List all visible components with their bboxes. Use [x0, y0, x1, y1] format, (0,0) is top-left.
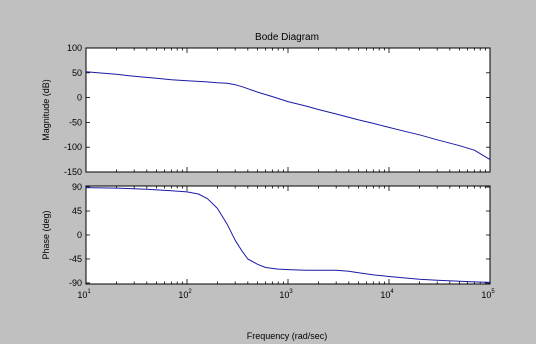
chart-title: Bode Diagram	[255, 32, 319, 43]
frequency-axis-label: Frequency (rad/sec)	[247, 331, 328, 341]
x-tick-label: 103	[279, 289, 293, 300]
y-tick-label: -150	[64, 167, 82, 177]
x-tick-base: 10	[380, 290, 390, 300]
x-tick-label: 101	[77, 289, 91, 300]
magnitude-plot-area	[85, 47, 491, 173]
x-tick-exponent: 1	[87, 289, 91, 295]
y-tick-label: 100	[67, 43, 82, 53]
x-tick-label: 104	[380, 289, 394, 300]
x-tick-base: 10	[481, 290, 491, 300]
x-tick-exponent: 5	[491, 289, 495, 295]
phase-plot-area	[85, 185, 491, 285]
tick-marks	[85, 47, 491, 284]
y-tick-label: 0	[77, 230, 82, 240]
x-tick-base: 10	[77, 290, 87, 300]
y-tick-label: -50	[69, 117, 82, 127]
magnitude-line	[85, 71, 491, 161]
x-tick-exponent: 3	[289, 289, 293, 295]
y-tick-label: 0	[77, 93, 82, 103]
x-tick-label: 105	[481, 289, 495, 300]
x-tick-label: 102	[178, 289, 192, 300]
y-tick-label: -45	[69, 254, 82, 264]
x-tick-exponent: 2	[188, 289, 192, 295]
x-tick-base: 10	[279, 290, 289, 300]
x-tick-exponent: 4	[390, 289, 394, 295]
y-tick-label: 90	[72, 182, 82, 192]
x-tick-base: 10	[178, 290, 188, 300]
magnitude-axis-label: Magnitude (dB)	[41, 79, 51, 141]
y-tick-label: -90	[69, 278, 82, 288]
y-tick-label: 45	[72, 206, 82, 216]
series-lines	[85, 71, 491, 283]
phase-line	[85, 187, 491, 283]
y-tick-label: 50	[72, 68, 82, 78]
y-tick-label: -100	[64, 142, 82, 152]
phase-axis-label: Phase (deg)	[41, 210, 51, 259]
